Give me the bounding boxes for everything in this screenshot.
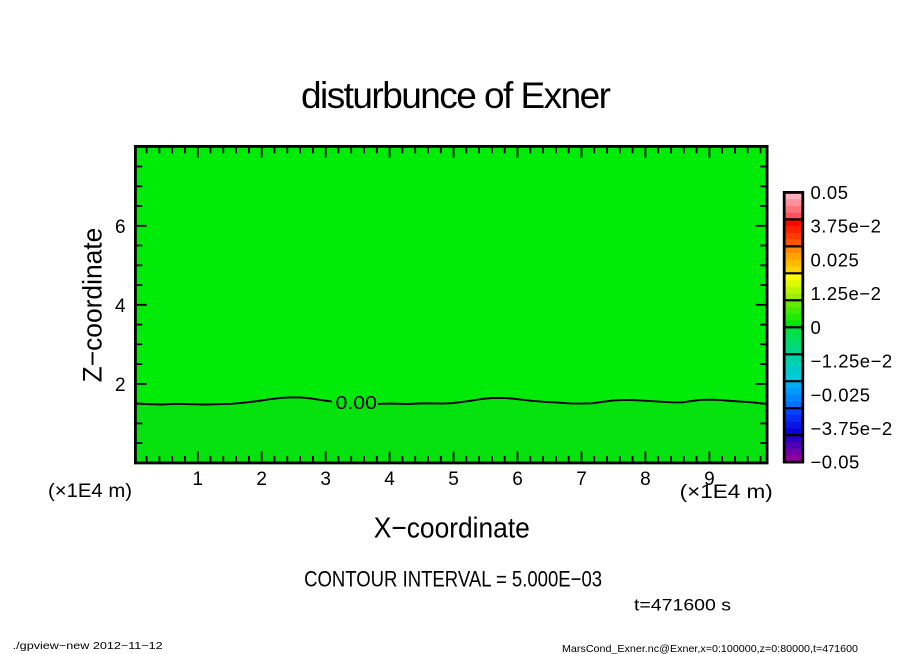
svg-text:7: 7 xyxy=(576,469,587,490)
svg-text:2: 2 xyxy=(256,469,267,490)
svg-text:1: 1 xyxy=(193,469,204,490)
svg-text:X−coordinate: X−coordinate xyxy=(374,513,530,545)
svg-text:./gpview−new 2012−11−12: ./gpview−new 2012−11−12 xyxy=(13,641,164,652)
svg-text:4: 4 xyxy=(115,296,126,317)
svg-text:(×1E4 m): (×1E4 m) xyxy=(48,481,132,502)
svg-text:(×1E4 m): (×1E4 m) xyxy=(680,482,773,503)
svg-text:6: 6 xyxy=(512,469,523,490)
svg-text:−0.025: −0.025 xyxy=(811,384,871,405)
svg-text:3.75e−2: 3.75e−2 xyxy=(811,216,882,237)
svg-text:−1.25e−2: −1.25e−2 xyxy=(811,351,893,372)
svg-text:8: 8 xyxy=(640,469,651,490)
svg-text:0: 0 xyxy=(811,317,822,338)
svg-text:−0.05: −0.05 xyxy=(811,452,860,473)
svg-text:t=471600 s: t=471600 s xyxy=(634,596,731,615)
svg-text:6: 6 xyxy=(115,217,126,238)
svg-text:1.25e−2: 1.25e−2 xyxy=(811,283,882,304)
svg-text:CONTOUR INTERVAL = 5.000E−03: CONTOUR INTERVAL = 5.000E−03 xyxy=(304,566,602,591)
svg-text:−3.75e−2: −3.75e−2 xyxy=(811,418,893,439)
svg-text:2: 2 xyxy=(115,375,126,396)
svg-text:disturbunce of Exner: disturbunce of Exner xyxy=(301,75,611,116)
svg-text:0.05: 0.05 xyxy=(811,182,849,203)
svg-text:9: 9 xyxy=(704,469,715,490)
svg-text:0.025: 0.025 xyxy=(811,249,860,270)
svg-text:Z−coordinate: Z−coordinate xyxy=(78,228,108,383)
svg-text:5: 5 xyxy=(448,469,459,490)
svg-text:4: 4 xyxy=(384,469,395,490)
svg-text:0.00: 0.00 xyxy=(336,392,378,413)
svg-text:3: 3 xyxy=(320,469,331,490)
svg-text:MarsCond_Exner.nc@Exner,x=0:10: MarsCond_Exner.nc@Exner,x=0:100000,z=0:8… xyxy=(562,643,858,654)
